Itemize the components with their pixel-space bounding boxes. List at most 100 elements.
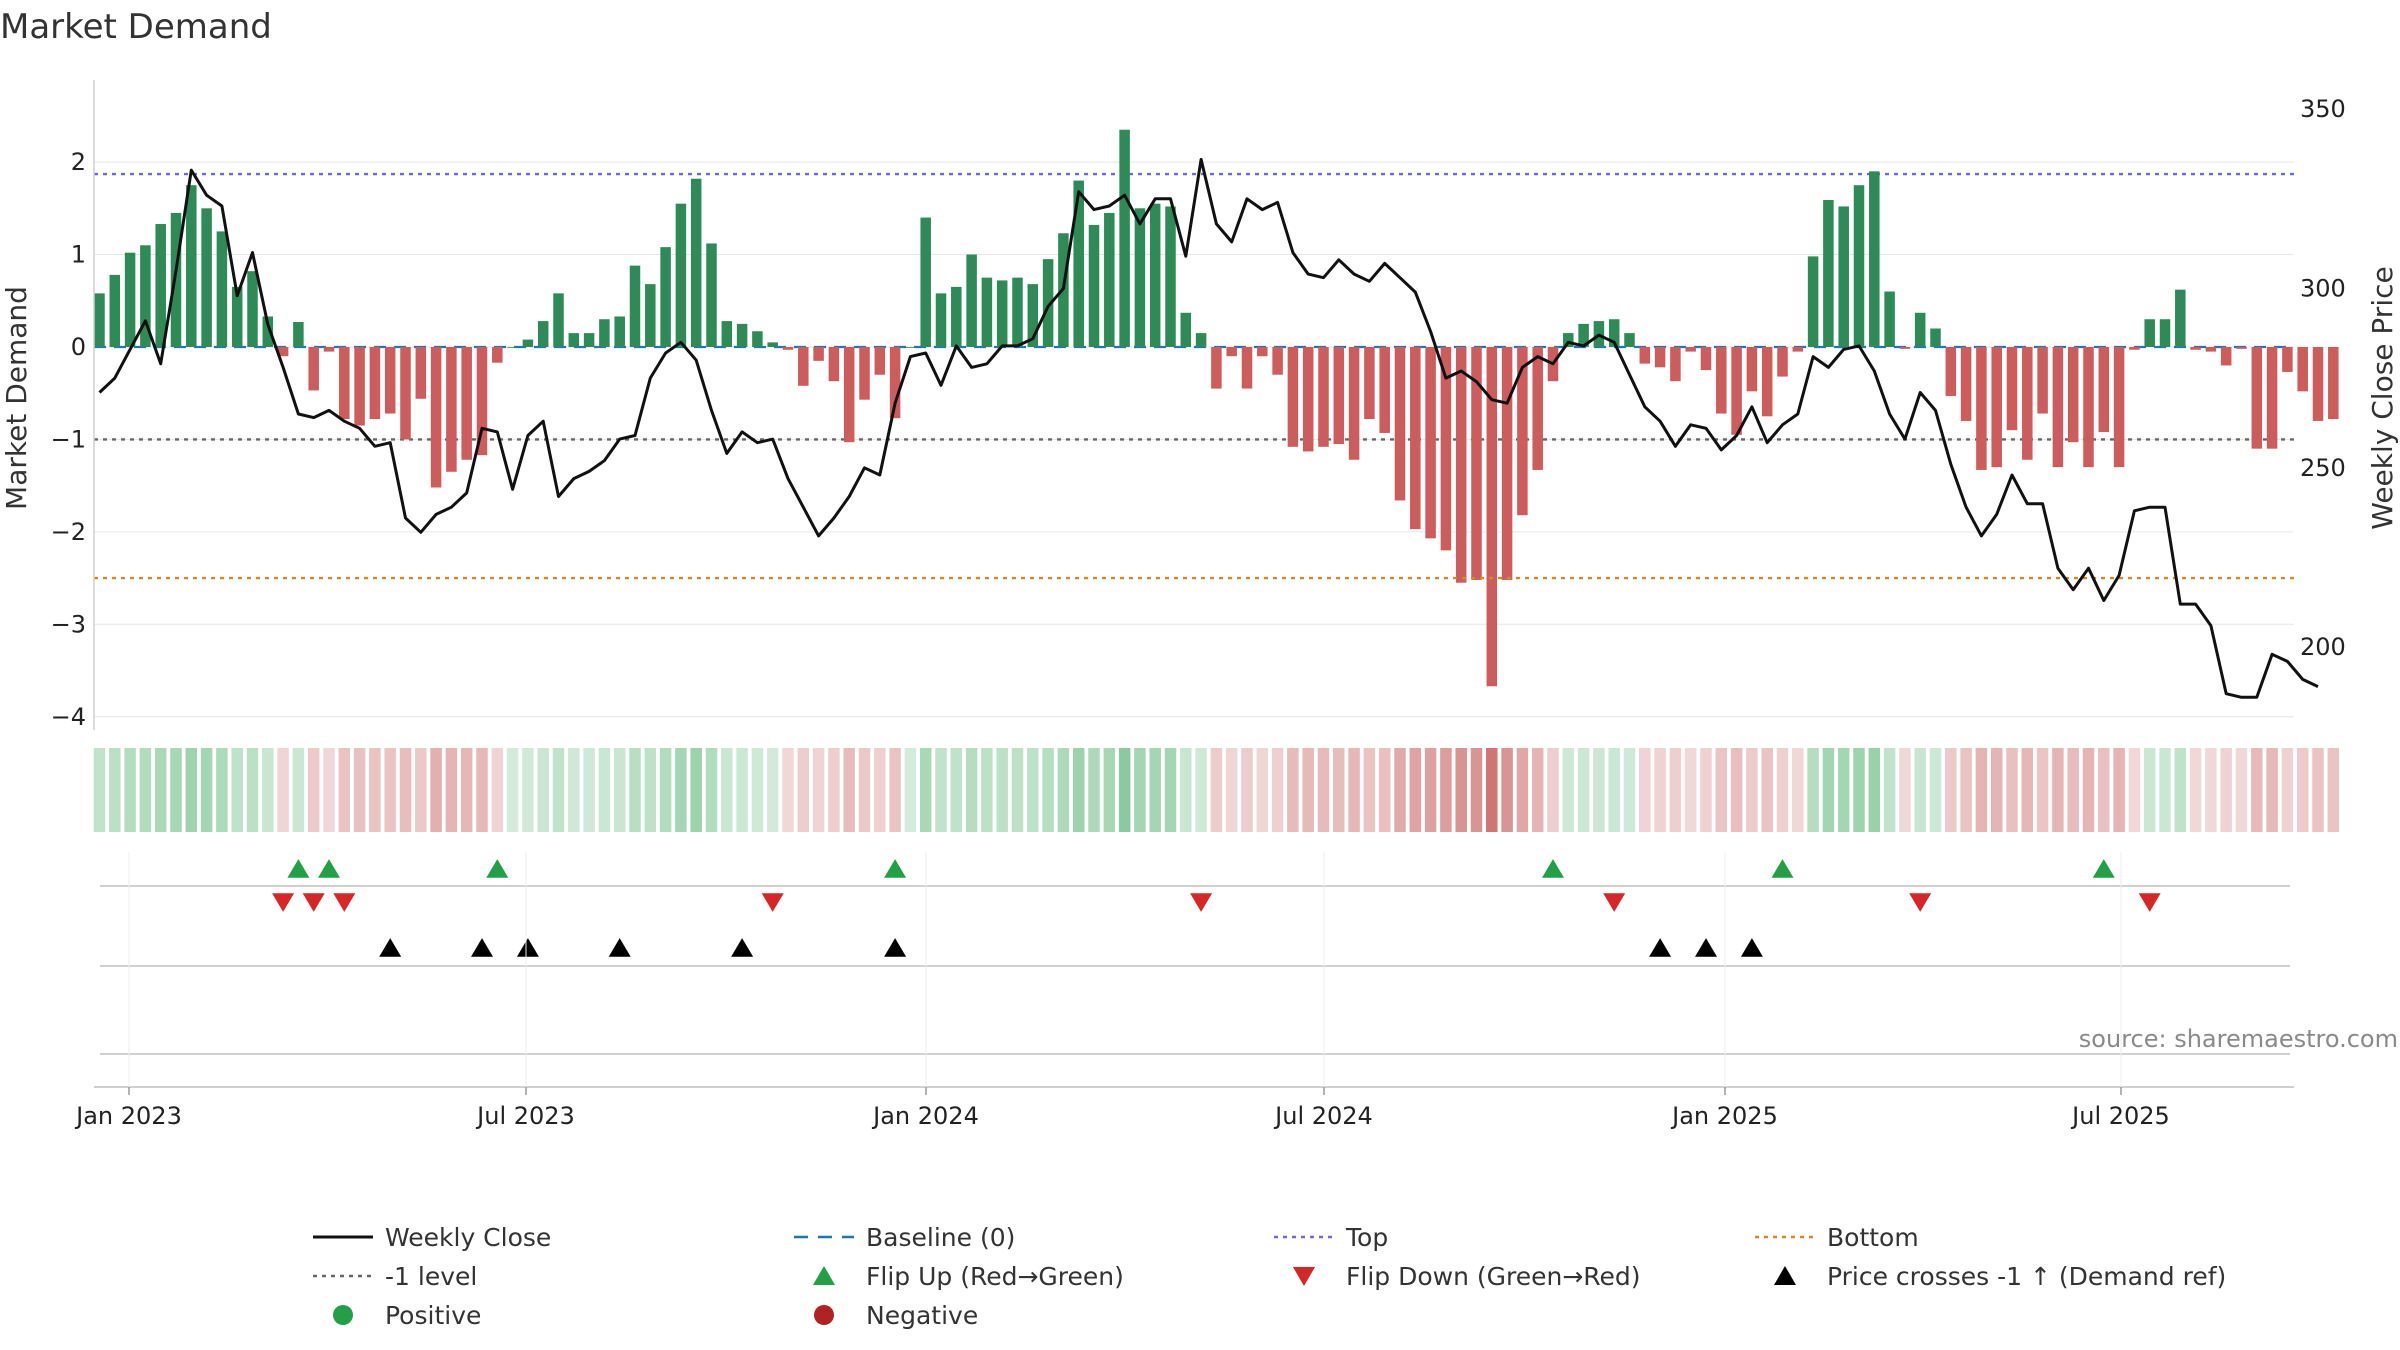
strip-cell	[1792, 748, 1804, 832]
demand-bar	[1012, 277, 1023, 347]
demand-bar	[1149, 203, 1161, 347]
strip-cell	[323, 748, 335, 832]
price-line-group	[94, 157, 2319, 699]
demand-bar	[201, 208, 212, 347]
demand-bar	[843, 346, 855, 443]
strip-cell	[2266, 748, 2278, 832]
strip-cell	[1103, 748, 1116, 832]
demand-bar	[1042, 259, 1054, 347]
strip-cell	[981, 748, 993, 832]
strip-cell	[1593, 748, 1605, 832]
strip-cell	[369, 748, 381, 832]
strip-cell	[1394, 748, 1406, 832]
demand-bar	[629, 265, 641, 347]
strip-cell	[1011, 748, 1024, 832]
demand-bar	[1608, 319, 1620, 347]
demand-bar	[2175, 289, 2186, 347]
strip-cell	[353, 748, 366, 832]
chart-title: Market Demand	[0, 7, 272, 47]
strip-cell	[1883, 748, 1896, 832]
demand-bar	[140, 245, 151, 347]
strip-cell	[874, 748, 886, 832]
x-tick-label: Jul 2025	[2070, 1102, 2170, 1130]
demand-bar	[1746, 346, 1758, 392]
demand-bar	[1027, 284, 1039, 347]
y-axis-label: Market Demand	[0, 286, 33, 510]
legend-swatch	[814, 1305, 834, 1325]
flip-up-marker	[1542, 859, 1564, 878]
demand-bar	[2052, 346, 2064, 468]
demand-bar	[1088, 224, 1100, 347]
strip-cell	[2327, 748, 2340, 832]
strip-cell	[93, 748, 106, 832]
demand-bar	[568, 333, 580, 347]
price-cross-marker	[731, 938, 754, 957]
demand-bar	[828, 346, 840, 382]
flip-down-marker	[272, 893, 295, 912]
strip-cell	[1072, 748, 1085, 832]
demand-bar	[2144, 319, 2155, 347]
strip-cell	[1287, 748, 1299, 832]
demand-bar	[2312, 346, 2324, 421]
strip-cell	[736, 748, 748, 832]
legend: Weekly Close Baseline (0) Top Bottom -1 leve…	[313, 1223, 2226, 1330]
flip-up-marker	[287, 859, 310, 878]
legend-swatch	[333, 1305, 353, 1325]
strip-cell	[2143, 748, 2156, 832]
strip-cell	[598, 748, 611, 832]
strip-cell	[1837, 748, 1850, 832]
legend-item: Flip Up (Red→Green)	[813, 1262, 1124, 1291]
strip-cell	[2220, 748, 2232, 832]
demand-bar	[1930, 328, 1941, 347]
strip-cell	[1455, 748, 1467, 832]
strip-cell	[460, 748, 473, 832]
strip-cell	[797, 748, 810, 832]
demand-bar	[430, 346, 442, 488]
strip-cell	[782, 748, 794, 832]
demand-bar	[2236, 346, 2247, 349]
demand-bar	[94, 293, 105, 347]
strip-cell	[124, 748, 136, 832]
demand-bar	[2098, 346, 2110, 433]
strip-cell	[1027, 748, 1039, 832]
demand-bar	[446, 346, 457, 472]
flip-up-marker	[1771, 859, 1794, 878]
strip-cell	[904, 748, 917, 832]
strip-cell	[843, 748, 855, 832]
demand-bar	[1654, 346, 1666, 368]
demand-bar	[231, 286, 243, 347]
strip-cell	[1363, 748, 1376, 832]
strip-cell	[1960, 748, 1972, 832]
strip-cell	[1486, 748, 1498, 832]
legend-label: Bottom	[1827, 1223, 1919, 1252]
strip-cell	[1256, 748, 1269, 832]
strip-cell	[1424, 748, 1437, 832]
strip-cell	[965, 748, 978, 832]
event-markers	[100, 859, 2290, 1055]
demand-bar	[170, 212, 182, 347]
strip-cell	[613, 748, 626, 832]
y-tick-label: 1	[71, 241, 86, 269]
demand-bar	[1991, 346, 2002, 468]
strip-cell	[2021, 748, 2034, 832]
axes: 2 1 0 −1 −2 −3 −4 350 300 250 200	[51, 80, 2346, 731]
demand-bar	[1777, 346, 1788, 377]
strip-cell	[2205, 748, 2217, 832]
strip-cell	[1914, 748, 1926, 832]
strip-cell	[292, 748, 305, 832]
flip-up-marker	[318, 859, 340, 878]
strip-cell	[858, 748, 871, 832]
strip-cell	[1776, 748, 1789, 832]
strip-cell	[919, 748, 932, 832]
legend-swatch	[813, 1266, 835, 1285]
strip-cell	[1669, 748, 1682, 832]
demand-bar	[2067, 346, 2079, 443]
strip-cell	[812, 748, 825, 832]
strip-cell	[1042, 748, 1054, 832]
demand-bar	[706, 243, 717, 347]
demand-bar	[2266, 346, 2278, 449]
demand-bar	[2220, 346, 2232, 366]
demand-bar	[905, 346, 916, 348]
demand-bar	[1517, 346, 1528, 516]
legend-item: Negative	[814, 1301, 978, 1330]
